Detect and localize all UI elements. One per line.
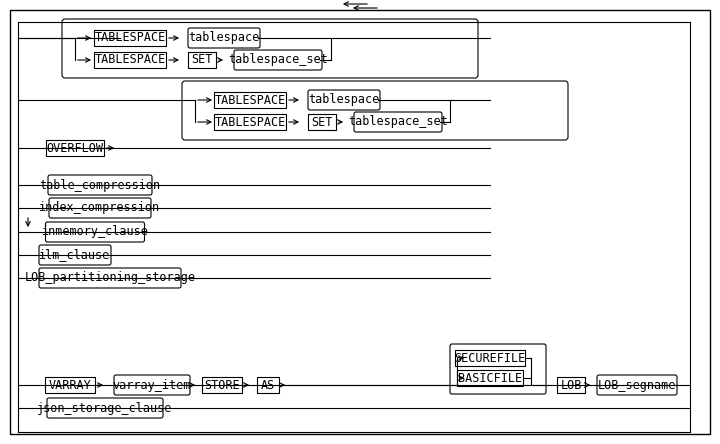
Text: tablespace_set: tablespace_set (348, 115, 448, 128)
FancyBboxPatch shape (188, 52, 216, 68)
FancyBboxPatch shape (45, 222, 145, 242)
Text: inmemory_clause: inmemory_clause (42, 226, 148, 238)
FancyBboxPatch shape (62, 19, 478, 78)
Text: SECUREFILE: SECUREFILE (454, 352, 526, 365)
FancyBboxPatch shape (47, 398, 163, 418)
FancyBboxPatch shape (51, 18, 699, 174)
FancyBboxPatch shape (457, 370, 523, 386)
FancyBboxPatch shape (94, 30, 166, 46)
FancyBboxPatch shape (214, 114, 286, 130)
Text: json_storage_clause: json_storage_clause (37, 401, 173, 415)
FancyBboxPatch shape (308, 90, 380, 110)
FancyBboxPatch shape (48, 175, 152, 195)
Text: TABLESPACE: TABLESPACE (94, 53, 166, 67)
Text: TABLESPACE: TABLESPACE (215, 115, 286, 128)
Text: index_compression: index_compression (40, 202, 161, 214)
FancyBboxPatch shape (257, 377, 279, 393)
FancyBboxPatch shape (450, 344, 546, 394)
FancyBboxPatch shape (49, 198, 151, 218)
Text: OVERFLOW: OVERFLOW (47, 142, 104, 155)
Text: LOB_segname: LOB_segname (598, 378, 676, 392)
FancyBboxPatch shape (354, 112, 442, 132)
Text: LOB: LOB (560, 378, 582, 392)
FancyBboxPatch shape (455, 350, 525, 366)
FancyBboxPatch shape (234, 50, 322, 70)
FancyBboxPatch shape (308, 114, 336, 130)
FancyBboxPatch shape (39, 245, 111, 265)
Text: table_compression: table_compression (40, 178, 161, 191)
Text: TABLESPACE: TABLESPACE (215, 94, 286, 107)
FancyBboxPatch shape (188, 28, 260, 48)
Text: tablespace: tablespace (308, 94, 379, 107)
FancyBboxPatch shape (45, 377, 95, 393)
Text: BASICFILE: BASICFILE (458, 372, 522, 385)
FancyBboxPatch shape (46, 140, 104, 156)
Text: varray_item: varray_item (113, 378, 192, 392)
Text: tablespace_set: tablespace_set (228, 53, 328, 67)
Text: STORE: STORE (204, 378, 240, 392)
Text: tablespace: tablespace (189, 32, 260, 44)
FancyBboxPatch shape (214, 92, 286, 108)
Text: ilm_clause: ilm_clause (40, 249, 111, 262)
FancyBboxPatch shape (557, 377, 585, 393)
FancyBboxPatch shape (114, 375, 190, 395)
FancyBboxPatch shape (202, 377, 242, 393)
FancyBboxPatch shape (597, 375, 677, 395)
Text: AS: AS (261, 378, 275, 392)
Text: LOB_partitioning_storage: LOB_partitioning_storage (24, 271, 196, 285)
Text: TABLESPACE: TABLESPACE (94, 32, 166, 44)
FancyBboxPatch shape (39, 268, 181, 288)
FancyBboxPatch shape (182, 81, 568, 140)
Text: SET: SET (311, 115, 333, 128)
FancyBboxPatch shape (94, 52, 166, 68)
Text: VARRAY: VARRAY (49, 378, 91, 392)
Text: SET: SET (192, 53, 212, 67)
FancyBboxPatch shape (10, 10, 710, 434)
FancyBboxPatch shape (14, 171, 682, 269)
